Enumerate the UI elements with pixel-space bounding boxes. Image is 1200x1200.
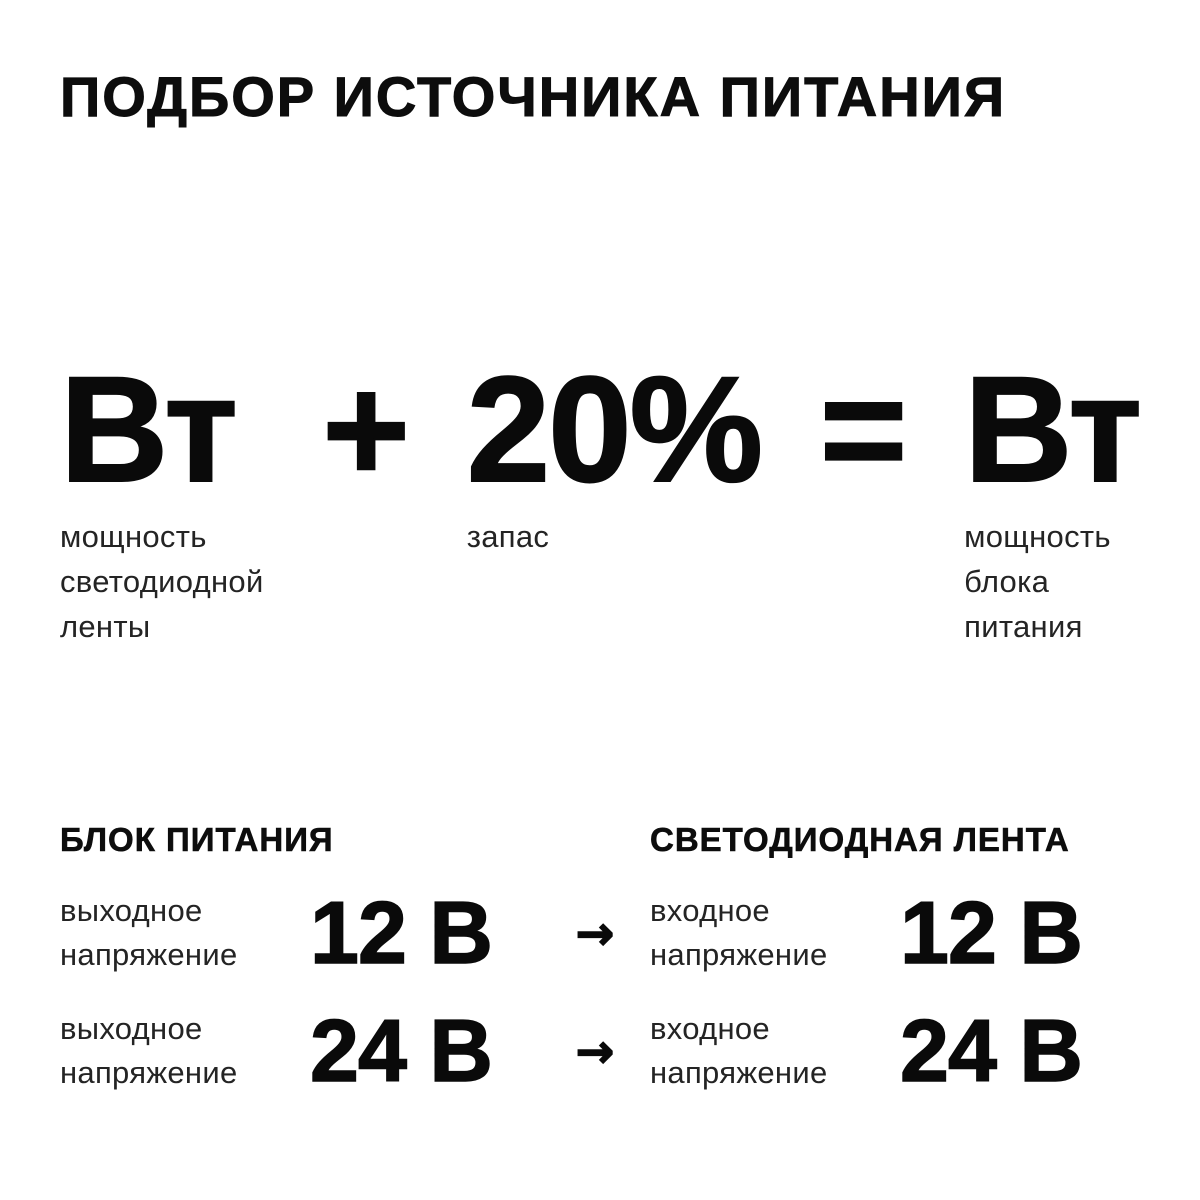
formula-term-strip-power: Вт мощность светодиодной ленты — [59, 344, 264, 649]
right-arrow-icon: → — [575, 905, 615, 961]
plus-operator: + — [321, 344, 411, 513]
voltage-matching-table: БЛОК ПИТАНИЯ СВЕТОДИОДНАЯ ЛЕНТА выходное… — [60, 820, 1140, 1100]
strip-input-voltage-value-24v: 24 В — [899, 1000, 1083, 1100]
formula-term-psu-power: Вт мощность блока питания — [963, 344, 1143, 649]
psu-column-header: БЛОК ПИТАНИЯ — [60, 820, 334, 858]
psu-output-voltage-value-12v: 12 В — [309, 882, 493, 982]
power-formula: Вт мощность светодиодной ленты + 20% зап… — [59, 344, 1143, 649]
right-arrow-icon: → — [575, 1023, 615, 1079]
strip-power-label: мощность светодиодной ленты — [60, 518, 264, 644]
strip-column-header: СВЕТОДИОДНАЯ ЛЕНТА — [650, 820, 1070, 858]
psu-output-voltage-label: выходное напряжение — [60, 892, 238, 972]
formula-term-reserve: 20% запас — [466, 344, 764, 559]
psu-output-voltage-value-24v: 24 В — [309, 1000, 493, 1100]
reserve-percent-value: 20% — [466, 344, 764, 513]
reserve-label: запас — [466, 518, 550, 554]
strip-input-voltage-value-12v: 12 В — [899, 882, 1083, 982]
psu-output-voltage-label: выходное напряжение — [60, 1010, 238, 1090]
psu-power-label: мощность блока питания — [964, 518, 1111, 644]
equals-operator: = — [819, 344, 909, 513]
psu-power-unit: Вт — [963, 344, 1143, 513]
strip-input-voltage-label: входное напряжение — [650, 892, 828, 972]
page-title: ПОДБОР ИСТОЧНИКА ПИТАНИЯ — [60, 65, 1007, 128]
strip-input-voltage-label: входное напряжение — [650, 1010, 828, 1090]
strip-power-unit: Вт — [59, 344, 239, 513]
